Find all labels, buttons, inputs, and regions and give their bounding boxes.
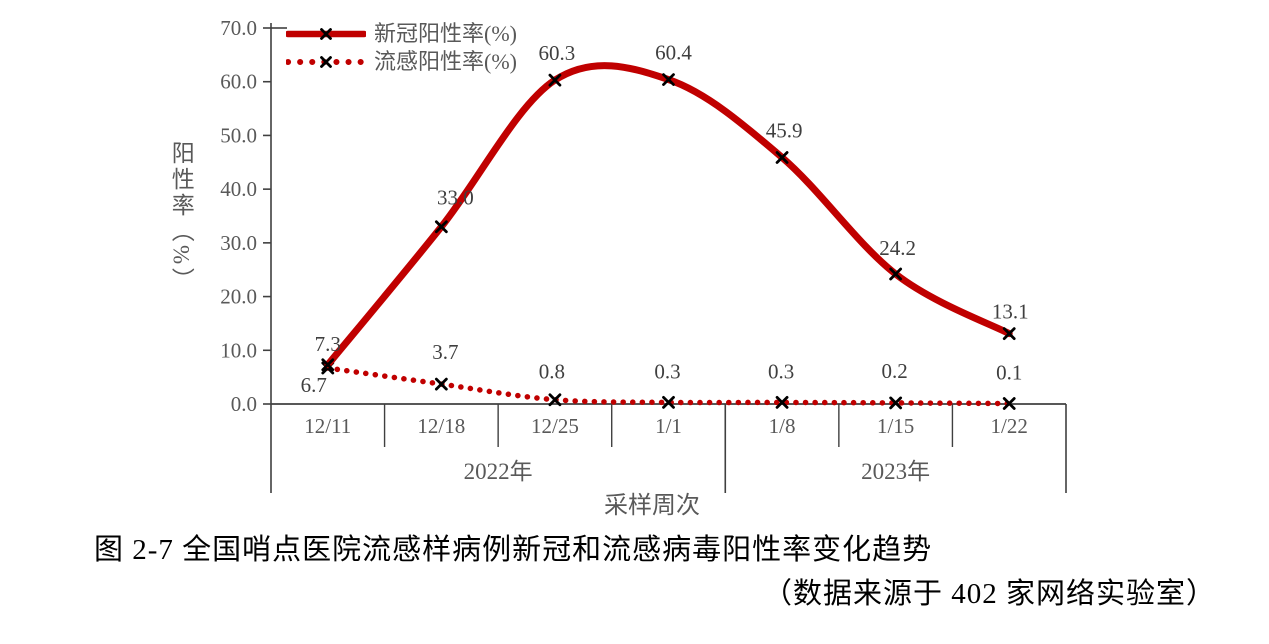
- legend-item-flu: 流感阳性率(%): [286, 48, 517, 75]
- x-tick-label: 12/25: [531, 414, 579, 438]
- data-point-label: 7.3: [315, 332, 341, 356]
- x-tick-label: 1/8: [769, 414, 796, 438]
- figure-source-note: （数据来源于 402 家网络实验室）: [762, 578, 1216, 610]
- data-point-label: 45.9: [766, 118, 803, 142]
- x-marker-icon: [662, 73, 675, 86]
- x-tick-label: 1/22: [991, 414, 1028, 438]
- y-axis-title: 阳性率（%）: [168, 141, 194, 294]
- legend-label-flu: 流感阳性率(%): [374, 48, 517, 74]
- data-point-label: 0.8: [539, 360, 565, 384]
- x-marker-icon: [548, 73, 562, 87]
- legend-swatch-dotted-line-icon: [286, 55, 366, 68]
- x-marker-icon: [548, 393, 562, 407]
- y-tick-label: 30.0: [220, 231, 257, 255]
- data-point-label: 13.1: [992, 300, 1029, 324]
- legend-item-covid: 新冠阳性率(%): [286, 20, 517, 47]
- x-axis: 12/11 12/18 12/25 1/1 1/8 1/15 1/22: [271, 403, 1066, 447]
- chart-canvas: 0.010.020.030.040.050.060.070.012/11 12/1…: [220, 16, 1067, 493]
- x-tick-label: 1/1: [655, 414, 682, 438]
- data-point-label: 60.3: [539, 41, 576, 65]
- data-point-label: 0.3: [654, 359, 680, 383]
- data-point-label: 0.3: [768, 359, 794, 383]
- y-tick-label: 70.0: [220, 16, 257, 40]
- y-tick-label: 20.0: [220, 285, 257, 309]
- y-tick-label: 60.0: [220, 70, 257, 94]
- series-value-labels-1: 6.7 3.7 0.8 0.3 0.3 0.2 0.1: [301, 340, 1023, 397]
- y-tick-label: 40.0: [220, 177, 257, 201]
- x-marker-icon: [321, 358, 335, 372]
- y-tick-label: 10.0: [220, 338, 257, 362]
- y-tick-label: 0.0: [231, 392, 257, 416]
- data-point-label: 60.4: [655, 41, 692, 65]
- x-marker-icon: [1002, 397, 1016, 410]
- x-tick-label: 12/18: [417, 414, 465, 438]
- series-line-0: [321, 62, 1016, 372]
- data-point-label: 6.7: [301, 373, 327, 397]
- data-point-label: 24.2: [879, 236, 916, 260]
- data-point-label: 0.1: [996, 360, 1022, 384]
- x-marker-icon: [775, 395, 789, 409]
- legend-swatch-solid-line-icon: [286, 27, 366, 40]
- x-marker-icon: [889, 396, 903, 410]
- legend-label-covid: 新冠阳性率(%): [374, 20, 517, 46]
- x-tick-label: 12/11: [304, 414, 351, 438]
- x-marker-icon: [889, 267, 903, 281]
- data-point-label: 3.7: [432, 340, 458, 364]
- x-group-label: 2023年: [861, 459, 930, 484]
- data-point-label: 33.0: [437, 186, 474, 210]
- x-marker-icon: [775, 151, 789, 164]
- x-marker-icon: [662, 395, 675, 409]
- series-value-labels-0: 7.3 33.0 60.3 60.4 45.9 24.2 13.1: [315, 41, 1029, 356]
- x-tick-label: 1/15: [877, 414, 914, 438]
- legend: 新冠阳性率(%) 流感阳性率(%): [286, 20, 517, 75]
- figure-caption: 图 2-7 全国哨点医院流感样病例新冠和流感病毒阳性率变化趋势: [94, 534, 933, 566]
- x-marker-icon: [434, 220, 448, 234]
- x-marker-icon: [434, 377, 448, 391]
- data-point-label: 0.2: [882, 359, 908, 383]
- y-axis: 0.0 10.0 20.0 30.0 40.0 50.0 60.0 70.0: [220, 16, 287, 493]
- x-group-label: 2022年: [464, 459, 533, 484]
- y-tick-label: 50.0: [220, 123, 257, 147]
- x-marker-icon: [1002, 327, 1016, 341]
- x-axis-year-groups: 2022年 2023年: [464, 404, 1067, 493]
- x-axis-title: 采样周次: [604, 493, 700, 519]
